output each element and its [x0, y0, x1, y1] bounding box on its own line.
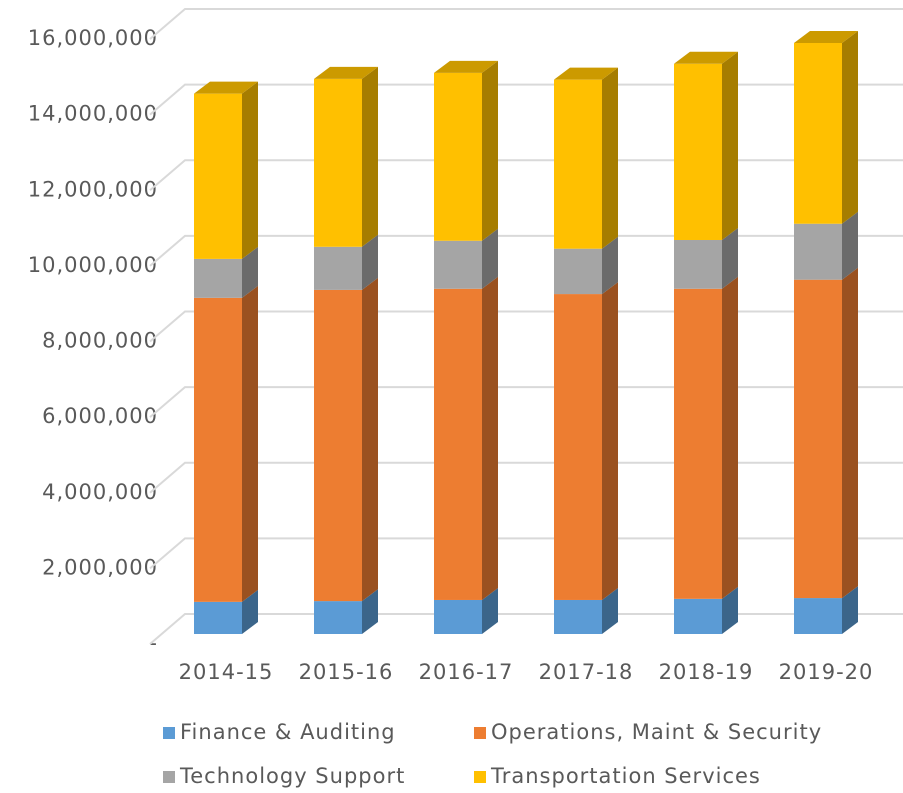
x-tick-label: 2018-19 [659, 660, 754, 684]
bar-segment [314, 246, 362, 290]
x-tick-label: 2019-20 [779, 660, 874, 684]
x-tick-label: 2014-15 [179, 660, 274, 684]
bar-top [794, 30, 858, 43]
bar-side [722, 586, 738, 634]
legend-label: Operations, Maint & Security [491, 720, 822, 744]
bar-segment [554, 79, 602, 249]
bar-segment [794, 279, 842, 599]
bar-side [242, 589, 258, 634]
bar-side [482, 587, 498, 634]
y-tick-label: 8,000,000 [42, 329, 158, 353]
bar-top [314, 66, 378, 79]
bar-top [554, 67, 618, 80]
bar-segment [434, 288, 482, 600]
legend-swatch [474, 771, 486, 783]
bar-side [362, 66, 378, 247]
grid-line [149, 310, 903, 343]
bar-segment [314, 601, 362, 634]
y-tick-label: 2,000,000 [42, 555, 158, 579]
grid-line [149, 8, 903, 40]
x-tick-label: 2016-17 [419, 660, 514, 684]
legend-label: Technology Support [179, 764, 405, 788]
bar-segment [434, 240, 482, 289]
bar-side [602, 236, 618, 295]
y-tick-label: 4,000,000 [42, 480, 158, 504]
bar-side [482, 228, 498, 289]
grid-line [149, 386, 903, 418]
grid-line [149, 537, 903, 570]
bar-segment [434, 72, 482, 241]
bar-top [194, 81, 258, 94]
bar-segment [194, 93, 242, 259]
grid-line [149, 234, 903, 267]
bar-segment [674, 598, 722, 634]
bar-segment [194, 297, 242, 602]
grid-line [149, 613, 903, 645]
bar-segment [314, 289, 362, 602]
bar-side [362, 277, 378, 602]
legend-swatch [474, 727, 486, 739]
y-tick-label: 6,000,000 [42, 404, 158, 428]
bar-segment [554, 599, 602, 634]
bar-segment [674, 63, 722, 240]
grid-line [149, 83, 903, 116]
bar-side [722, 276, 738, 599]
legend-label: Transportation Services [490, 764, 761, 788]
bar-side [482, 60, 498, 241]
bar-side [602, 587, 618, 634]
legend-swatch [163, 771, 175, 783]
bar-segment [554, 294, 602, 600]
bar-side [362, 234, 378, 290]
bar-top [434, 60, 498, 73]
bar-segment [794, 223, 842, 280]
bar-side [842, 211, 858, 280]
bar-segment [794, 598, 842, 634]
y-tick-label: 12,000,000 [28, 177, 158, 201]
bar-segment [794, 42, 842, 224]
bar-side [722, 227, 738, 289]
bar-top [674, 51, 738, 64]
grid-line [149, 159, 903, 192]
y-tick-label: 16,000,000 [28, 26, 158, 50]
bar-segment [674, 288, 722, 599]
bar-segment [194, 258, 242, 298]
bar-side [602, 67, 618, 249]
bar-side [362, 589, 378, 634]
bar-side [602, 282, 618, 600]
bar-segment [314, 78, 362, 247]
x-tick-label: 2015-16 [299, 660, 394, 684]
bar-side [242, 81, 258, 259]
bar-side [482, 276, 498, 600]
bar-segment [674, 239, 722, 289]
y-tick-label: - [149, 631, 158, 655]
bar-side [842, 30, 858, 224]
bar-side [242, 285, 258, 602]
bar-side [242, 246, 258, 298]
legend-label: Finance & Auditing [180, 720, 396, 744]
x-tick-label: 2017-18 [539, 660, 634, 684]
grid-line [149, 461, 903, 494]
legend-swatch [163, 727, 175, 739]
bar-segment [554, 248, 602, 295]
bar-segment [194, 601, 242, 634]
bar-segment [434, 599, 482, 634]
y-tick-label: 14,000,000 [28, 102, 158, 126]
bar-side [722, 51, 738, 240]
bar-side [842, 267, 858, 599]
bar-side [842, 586, 858, 634]
y-tick-label: 10,000,000 [28, 253, 158, 277]
